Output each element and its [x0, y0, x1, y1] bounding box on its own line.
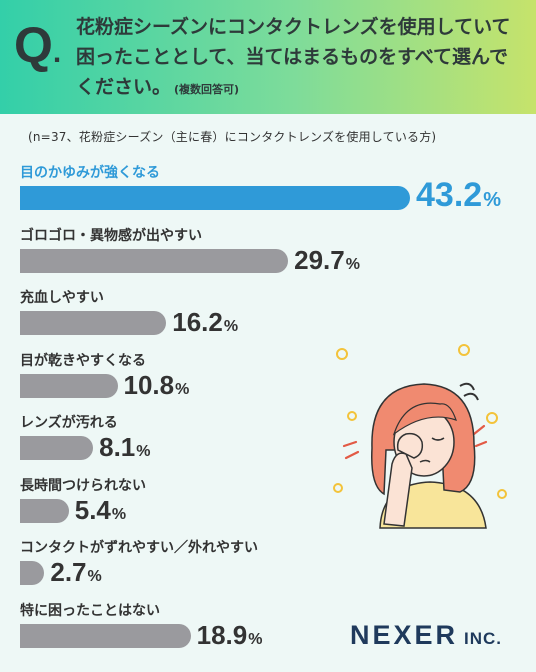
bar-value-label: 16.2% [172, 307, 239, 337]
bar-category-label: 特に困ったことはない [20, 602, 160, 619]
hand [396, 432, 424, 459]
pollen-dot [497, 489, 507, 499]
bar [20, 373, 118, 398]
woman-rubbing-eye-illustration [333, 344, 507, 529]
pollen-dot [333, 483, 343, 493]
pollen-dot [458, 344, 470, 356]
bar [20, 248, 289, 273]
pollen-dot [336, 348, 348, 360]
bar [20, 623, 191, 648]
question-note: (複数回答可) [174, 83, 240, 96]
pollen-dot [486, 412, 498, 424]
question-body: 花粉症シーズンにコンタクトレンズを使用していて困ったこととして、当てはまるものを… [76, 16, 511, 98]
bar-category-label: ゴロゴロ・異物感が出やすい [20, 227, 202, 244]
bar-category-label: 充血しやすい [20, 290, 104, 306]
question-mark: Q. [14, 17, 62, 73]
bar-category-label: 目のかゆみが強くなる [20, 165, 160, 181]
bar-value-label: 10.8% [123, 369, 190, 400]
bar [20, 186, 410, 210]
bar [20, 498, 69, 523]
bar-category-label: 目が乾きやすくなる [20, 352, 146, 369]
bar-category-label: レンズが汚れる [20, 415, 118, 431]
bar-value-label: 29.7% [294, 244, 360, 275]
bar-value-label: 43.2% [416, 176, 501, 214]
stress-lines [459, 382, 479, 401]
bar [20, 311, 167, 335]
bar-category-label: 長時間つけられない [20, 477, 146, 494]
bar-value-label: 5.4% [74, 494, 127, 525]
question-text: 花粉症シーズンにコンタクトレンズを使用していて困ったこととして、当てはまるものを… [76, 12, 522, 105]
bar [20, 436, 94, 460]
bar [20, 561, 45, 585]
bar-value-label: 2.7% [50, 557, 102, 587]
survey-subtitle: (n=37、花粉症シーズン（主に春）にコンタクトレンズを使用している方) [28, 130, 437, 144]
arm [383, 452, 413, 527]
nexer-logo: NEXER INC. [350, 620, 503, 650]
pollen-dot [347, 411, 357, 421]
bar-value-label: 8.1% [99, 432, 151, 462]
mouth [419, 459, 431, 463]
closed-eye [431, 437, 445, 441]
header-banner: Q. 花粉症シーズンにコンタクトレンズを使用していて困ったこととして、当てはまる… [0, 0, 536, 114]
bangs [392, 402, 457, 436]
bar-value-label: 18.9% [196, 619, 263, 650]
bar-category-label: コンタクトがずれやすい／外れやすい [20, 540, 258, 556]
